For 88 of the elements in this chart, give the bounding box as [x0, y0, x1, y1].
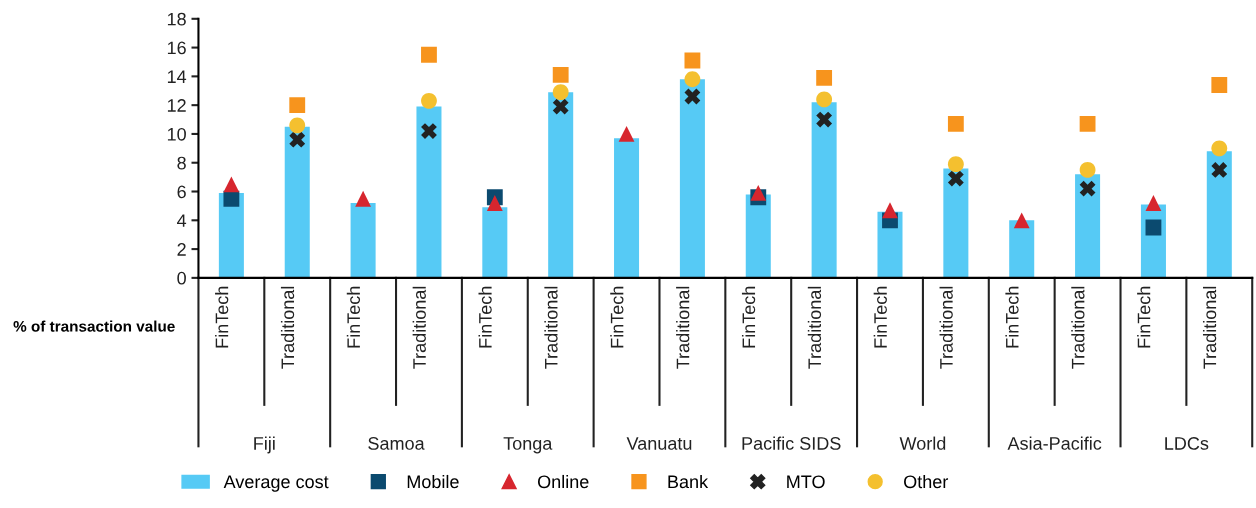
bar	[1009, 220, 1035, 278]
point	[223, 176, 240, 193]
point	[1145, 195, 1162, 211]
point	[1211, 162, 1228, 178]
bar	[943, 168, 969, 278]
legend-label: Other	[904, 474, 949, 489]
y-tick-label: 2	[177, 243, 186, 256]
x-tick-label: Traditional	[1202, 286, 1217, 369]
x-tick-label: Traditional	[1071, 286, 1085, 369]
y-tick-label: 14	[167, 70, 187, 83]
legend-label: Online	[537, 474, 589, 489]
point	[223, 190, 240, 207]
point	[552, 67, 569, 83]
legend-label: MTO	[787, 475, 825, 489]
x-tick-label: FinTech	[1137, 286, 1151, 348]
point	[816, 91, 833, 108]
bar	[1075, 174, 1101, 278]
bar	[745, 194, 771, 278]
point	[486, 195, 503, 211]
point	[947, 156, 964, 173]
x-tick-label: Traditional	[676, 286, 690, 369]
bar	[482, 207, 508, 278]
legend-label: Average cost	[223, 475, 329, 492]
text: Asia-Pacific	[1007, 436, 1102, 450]
x-tick-label: FinTech	[215, 286, 229, 348]
x-tick-label: FinTech	[873, 286, 887, 348]
point	[816, 69, 833, 86]
x-tick-label: FinTech	[1005, 286, 1019, 348]
x-tick-label: Traditional	[544, 286, 558, 369]
point	[552, 84, 569, 101]
bar	[614, 138, 640, 278]
x-tick-label: FinTech	[610, 286, 624, 348]
point	[1145, 219, 1162, 236]
x-tick-label: Traditional	[280, 286, 295, 369]
point	[289, 117, 306, 134]
point	[1013, 212, 1030, 229]
y-tick-label: 4	[177, 214, 187, 227]
point	[1211, 77, 1228, 93]
bar	[1206, 151, 1232, 278]
point	[355, 190, 372, 207]
point	[289, 131, 306, 148]
x-tick-label: FinTech	[346, 286, 361, 348]
bar	[811, 102, 837, 278]
x-tick-label: FinTech	[478, 286, 492, 348]
y-tick-label: 0	[177, 271, 186, 285]
text: Fiji	[254, 436, 275, 454]
y-tick-label: 10	[167, 127, 186, 141]
point	[947, 115, 964, 132]
y-tick-label: 18	[167, 12, 186, 26]
x-tick-label: Traditional	[412, 286, 426, 369]
text: World	[899, 436, 946, 450]
point	[750, 185, 767, 201]
point	[684, 88, 701, 105]
point	[421, 46, 437, 63]
text: LDCs	[1165, 437, 1209, 450]
bar	[416, 106, 442, 278]
y-axis-title: % of transaction value	[13, 320, 175, 332]
x-tick-label: FinTech	[741, 286, 756, 348]
point	[1079, 180, 1096, 197]
text: Samoa	[368, 437, 425, 450]
point	[289, 97, 306, 114]
point	[882, 202, 898, 219]
point	[1079, 162, 1096, 178]
x-tick-label: Traditional	[807, 286, 822, 369]
y-tick-label: 8	[177, 156, 186, 170]
bar	[284, 126, 310, 278]
point	[618, 126, 635, 142]
bar	[350, 203, 376, 278]
bar	[548, 92, 574, 278]
point	[947, 170, 964, 187]
y-tick-label: 12	[167, 99, 186, 112]
point	[684, 52, 701, 69]
point	[1211, 140, 1228, 157]
text: Tonga	[503, 437, 553, 454]
y-tick-label: 16	[167, 41, 186, 55]
point	[684, 71, 701, 88]
point	[552, 98, 569, 115]
y-tick-label: 6	[177, 185, 186, 199]
bar	[679, 79, 705, 278]
legend-label: Bank	[668, 474, 709, 489]
text: Pacific SIDS	[742, 436, 841, 450]
point	[816, 111, 833, 128]
point	[421, 92, 437, 109]
text: Vanuatu	[626, 437, 692, 450]
point	[1079, 115, 1096, 132]
point	[421, 123, 437, 139]
x-tick-label: Traditional	[939, 286, 953, 369]
legend-label: Mobile	[407, 474, 459, 489]
